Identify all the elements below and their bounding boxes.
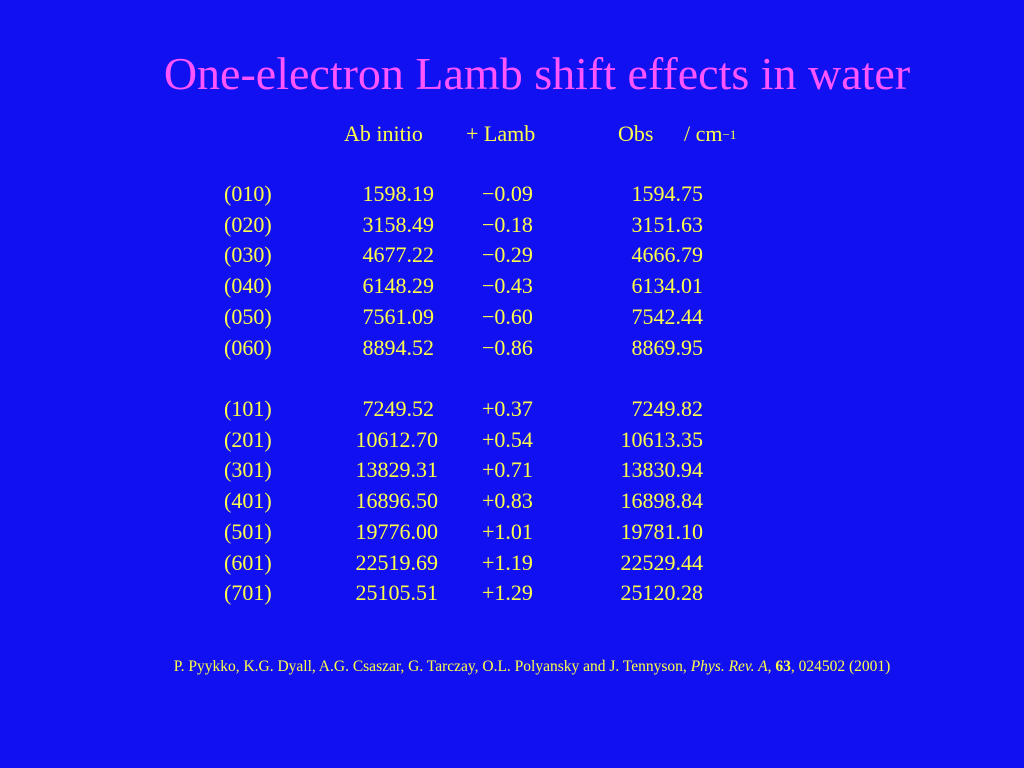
ab-initio-value: 8894.52 xyxy=(362,335,435,360)
unit-exponent: −1 xyxy=(722,127,737,142)
lamb-correction-value: +0.37 xyxy=(482,396,533,421)
observed-value: 25120.28 xyxy=(620,580,704,605)
observed-value: 6134.01 xyxy=(631,273,704,298)
lamb-correction-value: −0.09 xyxy=(482,181,533,206)
state-label: (020) xyxy=(224,212,272,237)
lamb-correction-value: +0.71 xyxy=(482,457,533,482)
lamb-correction-value: −0.60 xyxy=(482,304,533,329)
column-header-lamb: + Lamb xyxy=(466,121,536,146)
observed-value: 22529.44 xyxy=(620,550,704,575)
lamb-correction-value: +1.29 xyxy=(482,580,533,605)
state-label: (040) xyxy=(224,273,272,298)
observed-value: 16898.84 xyxy=(620,488,704,513)
citation-volume: 63 xyxy=(775,658,791,675)
lamb-correction-value: +0.83 xyxy=(482,488,533,513)
state-label: (101) xyxy=(224,396,272,421)
state-label: (010) xyxy=(224,181,272,206)
observed-value: 1594.75 xyxy=(631,181,704,206)
observed-value: 8869.95 xyxy=(631,335,704,360)
state-label: (701) xyxy=(224,580,272,605)
ab-initio-value: 4677.22 xyxy=(362,242,435,267)
ab-initio-value: 7561.09 xyxy=(362,304,435,329)
lamb-correction-value: −0.29 xyxy=(482,242,533,267)
observed-value: 19781.10 xyxy=(620,519,704,544)
ab-initio-value: 7249.52 xyxy=(362,396,435,421)
ab-initio-value: 3158.49 xyxy=(362,212,435,237)
citation: P. Pyykko, K.G. Dyall, A.G. Csaszar, G. … xyxy=(0,656,1024,678)
observed-value: 7249.82 xyxy=(631,396,704,421)
citation-authors: P. Pyykko, K.G. Dyall, A.G. Csaszar, G. … xyxy=(173,658,691,675)
state-label: (030) xyxy=(224,242,272,267)
observed-value: 3151.63 xyxy=(631,212,704,237)
observed-value: 4666.79 xyxy=(631,242,704,267)
column-header-obs: Obs xyxy=(618,121,654,146)
ab-initio-value: 10612.70 xyxy=(355,427,439,452)
state-label: (501) xyxy=(224,519,272,544)
ab-initio-value: 13829.31 xyxy=(355,457,439,482)
ab-initio-value: 25105.51 xyxy=(355,580,439,605)
column-header-ab-initio: Ab initio xyxy=(344,121,423,146)
unit-label: / cm xyxy=(684,121,723,146)
ab-initio-value: 19776.00 xyxy=(355,519,439,544)
lamb-correction-value: +0.54 xyxy=(482,427,533,452)
state-label: (401) xyxy=(224,488,272,513)
lamb-correction-value: +1.19 xyxy=(482,550,533,575)
ab-initio-value: 16896.50 xyxy=(355,488,439,513)
lamb-correction-value: −0.18 xyxy=(482,212,533,237)
slide-title: One-electron Lamb shift effects in water xyxy=(163,48,911,99)
observed-value: 10613.35 xyxy=(620,427,704,452)
state-label: (601) xyxy=(224,550,272,575)
state-label: (201) xyxy=(224,427,272,452)
state-label: (050) xyxy=(224,304,272,329)
lamb-correction-value: −0.86 xyxy=(482,335,533,360)
lamb-correction-value: −0.43 xyxy=(482,273,533,298)
citation-rest: , 024502 (2001) xyxy=(790,658,891,675)
observed-value: 7542.44 xyxy=(631,304,704,329)
state-label: (060) xyxy=(224,335,272,360)
ab-initio-value: 1598.19 xyxy=(362,181,435,206)
citation-sep: , xyxy=(767,658,776,675)
observed-value: 13830.94 xyxy=(620,457,704,482)
ab-initio-value: 6148.29 xyxy=(362,273,435,298)
state-label: (301) xyxy=(224,457,272,482)
lamb-correction-value: +1.01 xyxy=(482,519,533,544)
ab-initio-value: 22519.69 xyxy=(355,550,439,575)
citation-journal: Phys. Rev. A xyxy=(690,658,768,675)
column-header-unit: / cm−1 xyxy=(684,121,736,147)
